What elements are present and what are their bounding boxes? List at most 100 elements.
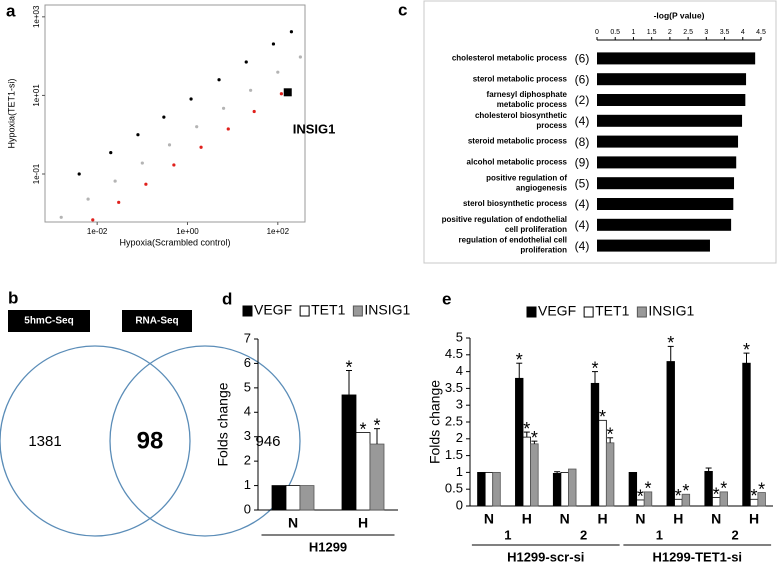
y-tick-label: 6 <box>244 355 251 370</box>
significance-marker: * <box>645 479 652 499</box>
data-point <box>244 60 248 64</box>
significance-marker: * <box>516 350 523 370</box>
panel-letter: e <box>442 289 451 308</box>
category-label: positive regulation of endothelial <box>442 215 567 224</box>
panel-letter: a <box>6 1 16 20</box>
x-tick-label: 4 <box>741 29 745 36</box>
significance-marker: * <box>758 479 765 499</box>
data-point <box>217 78 221 82</box>
gene-count: (4) <box>575 114 590 128</box>
subgroup-label: 1 <box>504 527 511 542</box>
significance-marker: * <box>599 407 606 427</box>
venn-circle <box>109 345 301 537</box>
y-tick-label: 1.5 <box>445 447 463 462</box>
legend-label: VEGF <box>538 303 576 319</box>
bar <box>597 198 734 210</box>
data-point <box>91 218 95 222</box>
category-label: cell proliferation <box>505 225 567 234</box>
bar <box>597 94 746 106</box>
data-point <box>167 143 172 147</box>
y-tick-label: 4 <box>244 404 251 419</box>
y-tick-label: 0 <box>456 497 463 512</box>
bar <box>515 377 524 507</box>
legend-label: TET1 <box>595 303 629 319</box>
significance-marker: * <box>751 486 758 506</box>
gene-count: (5) <box>575 176 590 190</box>
category-label: process <box>536 121 567 130</box>
bar <box>484 471 494 507</box>
bar <box>597 239 710 252</box>
bar <box>597 135 739 148</box>
significance-marker: * <box>682 481 689 501</box>
data-point <box>298 55 302 59</box>
y-tick-label: 1 <box>456 464 463 479</box>
x-tick-label: 1e+00 <box>176 227 199 236</box>
category-label: steroid metabolic process <box>468 137 568 146</box>
data-point <box>221 106 226 110</box>
set-label: 5hmC-Seq <box>24 316 73 327</box>
category-label: H <box>522 511 532 527</box>
data-point <box>59 215 63 219</box>
data-point <box>109 151 113 155</box>
y-axis-label: Folds change <box>427 380 443 464</box>
set-label: RNA-Seq <box>135 316 178 327</box>
data-point <box>252 109 256 114</box>
category-label: proliferation <box>520 246 567 255</box>
data-point <box>199 145 203 149</box>
legend-swatch <box>583 306 594 318</box>
bar <box>666 361 675 507</box>
bar <box>477 471 486 507</box>
plot-frame <box>44 4 306 223</box>
category-label: cholesterol biosynthetic <box>475 111 568 120</box>
data-point <box>140 161 144 165</box>
data-point <box>117 200 121 204</box>
y-tick-label: 2 <box>244 453 251 468</box>
panel-letter: b <box>8 288 18 307</box>
venn-count: 98 <box>137 427 164 454</box>
bar <box>271 485 287 511</box>
bar <box>597 218 732 231</box>
bar <box>742 362 751 507</box>
bar <box>598 419 607 507</box>
significance-marker: * <box>345 357 352 377</box>
data-point <box>279 92 283 96</box>
bar <box>719 491 728 507</box>
y-tick-label: 4 <box>456 363 463 378</box>
category-label: N <box>560 511 570 527</box>
x-tick-label: 3 <box>704 29 708 36</box>
data-point <box>86 197 90 201</box>
y-tick-label: 3 <box>456 397 463 412</box>
data-point <box>136 133 140 137</box>
category-label: cholesterol metabolic process <box>452 54 568 63</box>
bar <box>369 443 385 511</box>
annotation: INSIG1 <box>293 122 336 137</box>
legend-label: INSIG1 <box>364 302 410 318</box>
legend-label: VEGF <box>254 302 292 318</box>
category-label: H <box>749 511 759 527</box>
bar <box>605 442 615 507</box>
category-label: metabolic process <box>497 100 568 109</box>
x-tick-label: 1e-02 <box>87 227 108 236</box>
category-label: N <box>635 511 645 527</box>
y-axis-label: Folds change <box>215 382 231 466</box>
gene-count: (4) <box>575 218 590 232</box>
group-label: H1299 <box>309 539 347 554</box>
gene-count: (9) <box>575 156 590 170</box>
y-tick-label: 4.5 <box>445 346 463 361</box>
x-axis-label: -log(P value) <box>654 10 705 20</box>
data-point <box>289 30 294 34</box>
y-tick-label: 3.5 <box>445 380 463 395</box>
x-tick-label: 2 <box>668 29 672 36</box>
category-label: angiogenesis <box>516 183 568 192</box>
gene-count: (4) <box>575 197 590 211</box>
y-tick-label: 1e+01 <box>32 84 41 107</box>
panel-letter: c <box>398 0 407 19</box>
bar <box>597 52 756 65</box>
bar <box>757 492 766 507</box>
legend-label: TET1 <box>311 302 345 318</box>
y-tick-label: 2.5 <box>445 413 463 428</box>
y-tick-label: 0 <box>244 501 251 516</box>
category-label: H <box>358 515 368 531</box>
bar <box>597 156 737 169</box>
